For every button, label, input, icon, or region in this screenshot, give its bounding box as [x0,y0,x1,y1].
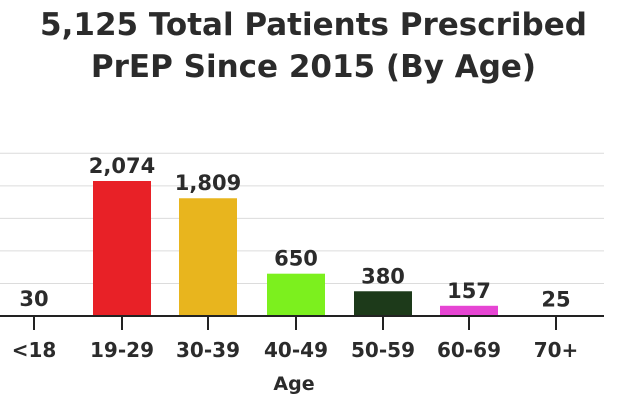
chart-title-line-1: 5,125 Total Patients Prescribed [40,7,587,43]
bar-60-69 [440,305,498,316]
value-label: 650 [274,247,318,271]
value-label: 157 [447,279,491,303]
x-ticks-group: <18 19-29 30-39 40-49 50-59 60-69 70+ [12,316,579,362]
chart-title: 5,125 Total Patients Prescribed PrEP Sin… [0,4,627,88]
x-tick-label: 60-69 [437,338,501,362]
bar-50-59 [354,291,412,316]
x-axis-title: Age [273,373,314,395]
bar-30-39 [179,198,237,316]
x-tick-label: 19-29 [90,338,154,362]
bar-40-49 [267,273,325,316]
value-label: 1,809 [175,171,241,195]
x-tick-label: <18 [12,338,57,362]
x-tick-label: 40-49 [264,338,328,362]
bar-19-29 [93,181,151,316]
value-label: 380 [361,264,405,288]
bars-group [93,181,498,316]
x-tick-label: 70+ [534,338,579,362]
value-label: 25 [541,287,570,311]
x-tick-label: 50-59 [351,338,415,362]
value-labels-group: 30 2,074 1,809 650 380 157 25 [19,154,570,311]
value-label: 2,074 [89,154,155,178]
chart-title-line-2: PrEP Since 2015 (By Age) [90,49,537,85]
value-label: 30 [19,287,48,311]
x-tick-label: 30-39 [176,338,240,362]
